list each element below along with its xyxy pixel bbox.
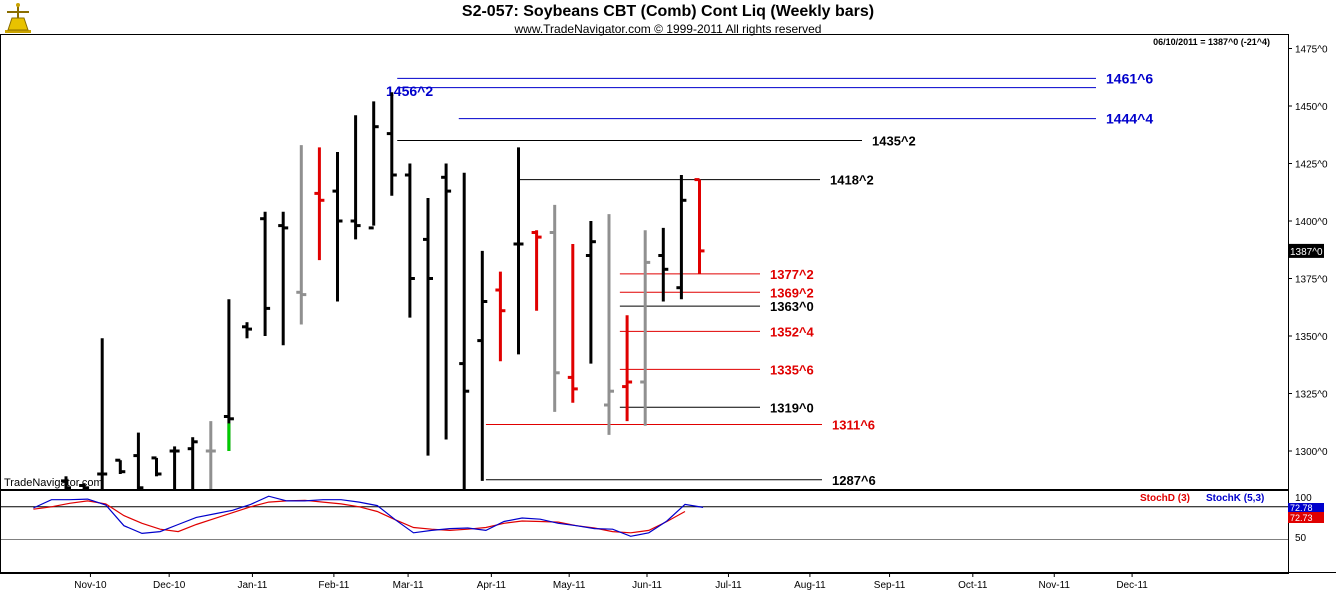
ohlc-bar [404, 163, 415, 318]
ohlc-bar [350, 115, 361, 240]
price-tick-label: 1350^0 [1295, 332, 1328, 343]
month-label: Dec-10 [153, 580, 186, 591]
price-tick-label: 1450^0 [1295, 102, 1328, 113]
chart-subtitle: www.TradeNavigator.com © 1999-2011 All r… [514, 22, 822, 36]
level-label: 1444^4 [1106, 111, 1153, 127]
stoch-d-value: 72.73 [1290, 513, 1313, 523]
ohlc-bar [242, 322, 252, 339]
level-label: 1435^2 [872, 134, 916, 149]
ohlc-bar [314, 147, 325, 261]
tradenavigator-logo-icon [3, 2, 33, 34]
price-tick-label: 1400^0 [1295, 217, 1328, 228]
ohlc-bar [495, 271, 506, 362]
stoch-d-value-box [1288, 512, 1324, 523]
ohlc-bar [278, 211, 289, 346]
ohlc-bar [205, 421, 216, 489]
peak-label: 1456^2 [386, 83, 433, 99]
month-label: Jul-11 [715, 580, 742, 591]
month-label: Jun-11 [632, 580, 662, 591]
ohlc-bar [531, 230, 542, 311]
last-price-label: 1387^0 [1290, 247, 1323, 258]
ohlc-bar [332, 152, 343, 302]
ohlc-bar [61, 476, 71, 490]
ohlc-bar [567, 244, 578, 403]
ohlc-bar [549, 204, 560, 412]
month-label: Oct-11 [958, 580, 988, 591]
ohlc-bar [441, 163, 452, 440]
ohlc-bar [658, 227, 669, 302]
stoch-tick-label: 50 [1295, 533, 1307, 544]
month-label: Sep-11 [874, 580, 906, 591]
stoch-k-legend: StochK (5,3) [1206, 493, 1264, 504]
stoch-d-legend: StochD (3) [1140, 493, 1190, 504]
level-label: 1461^6 [1106, 70, 1153, 86]
ohlc-bar [115, 458, 126, 474]
ohlc-bar [513, 147, 524, 355]
ohlc-bar [79, 483, 90, 490]
level-label: 1363^0 [770, 299, 814, 314]
ohlc-bar [604, 214, 614, 435]
month-label: Nov-11 [1039, 580, 1071, 591]
ohlc-bar [622, 315, 633, 422]
level-label: 1369^2 [770, 285, 814, 300]
price-tick-label: 1300^0 [1295, 447, 1328, 458]
price-tick-label: 1375^0 [1295, 275, 1328, 286]
stoch-k-line [33, 495, 704, 537]
stoch-k-value-box [1288, 503, 1324, 513]
price-tick-label: 1325^0 [1295, 390, 1328, 401]
month-label: Aug-11 [794, 580, 826, 591]
info-line: 06/10/2011 = 1387^0 (-21^4) [1153, 37, 1270, 47]
ohlc-bar [585, 221, 596, 364]
ohlc-bar [97, 338, 108, 489]
price-tick-label: 1425^0 [1295, 160, 1328, 171]
month-label: May-11 [553, 580, 586, 591]
month-label: Apr-11 [477, 580, 507, 591]
level-label: 1311^6 [832, 418, 875, 433]
watermark: TradeNavigator.com [4, 477, 103, 489]
month-label: Nov-10 [74, 580, 107, 591]
ohlc-bar [676, 175, 687, 300]
level-label: 1352^4 [770, 324, 815, 339]
month-label: Jan-11 [238, 580, 268, 591]
month-label: Feb-11 [318, 580, 349, 591]
level-label: 1319^0 [770, 400, 814, 415]
chart-title: S2-057: Soybeans CBT (Comb) Cont Liq (We… [461, 3, 875, 20]
ohlc-bar [459, 172, 470, 489]
stoch-tick-label: 100 [1295, 493, 1312, 504]
ohlc-bar [423, 198, 433, 456]
ohlc-bar [260, 211, 271, 336]
ohlc-bar [368, 101, 379, 230]
ohlc-bar [296, 145, 307, 325]
price-panel-frame [0, 34, 1289, 490]
month-label: Dec-11 [1116, 580, 1148, 591]
level-label: 1418^2 [830, 173, 874, 188]
ohlc-bar [169, 446, 180, 489]
ohlc-bar [187, 437, 198, 489]
price-tick-label: 1475^0 [1295, 45, 1328, 56]
last-price-box [1288, 243, 1324, 258]
month-label: Mar-11 [393, 580, 424, 591]
ohlc-bar [133, 432, 144, 490]
level-label: 1377^2 [770, 267, 814, 282]
ohlc-bar [694, 178, 705, 274]
ohlc-bar [640, 230, 651, 426]
ohlc-bar [386, 92, 397, 196]
ohlc-bar [223, 299, 234, 451]
stoch-panel-frame [0, 490, 1289, 574]
ohlc-bar [151, 456, 162, 477]
level-label: 1287^6 [832, 473, 876, 488]
stoch-k-value: 72.78 [1290, 503, 1313, 513]
level-label: 1335^6 [770, 362, 814, 377]
ohlc-bar [477, 250, 488, 481]
